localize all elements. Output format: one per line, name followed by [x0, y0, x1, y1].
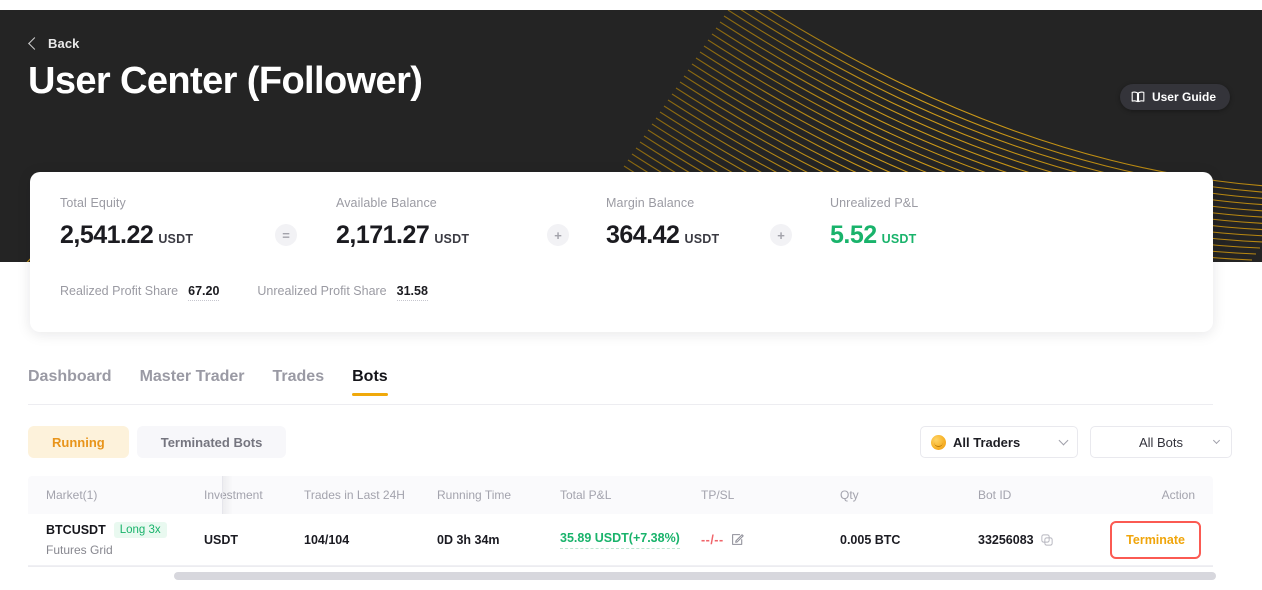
col-header-bot-id: Bot ID [978, 488, 1012, 502]
tab-dashboard[interactable]: Dashboard [28, 368, 112, 385]
market-symbol: BTCUSDT [46, 523, 106, 537]
metric-unit: USDT [684, 232, 720, 246]
metric-value: 364.42 [606, 221, 680, 249]
metric-unit: USDT [434, 232, 470, 246]
metric-available-balance: Available Balance 2,171.27 USDT [336, 196, 469, 250]
user-guide-button[interactable]: User Guide [1119, 84, 1230, 110]
col-header-action: Action [1161, 488, 1195, 502]
horizontal-scrollbar[interactable] [174, 572, 1216, 580]
chevron-down-icon [1212, 436, 1221, 445]
metric-value: 5.52 [830, 221, 877, 249]
cell-action: Terminate [1110, 514, 1201, 565]
cell-bot-id: 33256083 [978, 514, 1053, 565]
all-bots-label: All Bots [1138, 434, 1184, 450]
sticky-column-shadow [223, 476, 233, 514]
chevron-left-icon [28, 37, 41, 50]
col-header-market: Market(1) [46, 488, 98, 502]
unrealized-profit-share-value[interactable]: 31.58 [396, 284, 428, 301]
cell-running-time: 0D 3h 34m [437, 532, 500, 547]
terminate-button[interactable]: Terminate [1126, 532, 1185, 547]
metrics-row: Total Equity 2,541.22 USDT = Available B… [30, 196, 1213, 266]
profit-share-row: Realized Profit Share 67.20 Unrealized P… [60, 284, 428, 301]
filter-pill-terminated-bots[interactable]: Terminated Bots [136, 426, 287, 458]
operator-plus-2: + [770, 224, 792, 246]
metric-label: Unrealized P&L [830, 196, 919, 210]
bot-id-value: 33256083 [978, 532, 1034, 547]
bot-status-filter-group: Running Terminated Bots [28, 426, 287, 458]
position-badge: Long 3x [113, 522, 167, 538]
cell-tpsl: --/-- [701, 514, 744, 565]
realized-profit-share-label: Realized Profit Share [60, 284, 179, 298]
all-traders-select[interactable]: All Traders [920, 426, 1078, 458]
cell-investment: USDT [204, 532, 239, 547]
table-row[interactable]: BTCUSDT Long 3x Futures Grid USDT 104/10… [28, 514, 1213, 566]
filter-selects-group: All Traders All Bots [920, 426, 1232, 458]
equity-summary-card: Total Equity 2,541.22 USDT = Available B… [30, 172, 1213, 332]
metric-value: 2,541.22 [60, 221, 154, 249]
metric-unit: USDT [158, 232, 194, 246]
user-guide-label: User Guide [1151, 90, 1216, 104]
table-bottom-divider [28, 566, 1213, 567]
back-label: Back [48, 36, 80, 51]
main-tabs: Dashboard Master Trader Trades Bots [28, 368, 388, 396]
edit-pencil-icon[interactable] [731, 533, 744, 546]
cell-trades-24h: 104/104 [304, 532, 350, 547]
bot-type-label: Futures Grid [46, 543, 113, 557]
col-header-total-pnl: Total P&L [560, 488, 612, 502]
tabs-divider [28, 404, 1213, 405]
col-header-running-time: Running Time [437, 488, 512, 502]
metric-unit: USDT [881, 232, 917, 246]
avatar-icon [931, 434, 946, 450]
metric-unrealized-pnl: Unrealized P&L 5.52 USDT [830, 196, 918, 250]
realized-profit-share-value[interactable]: 67.20 [188, 284, 220, 301]
book-icon [1131, 91, 1145, 103]
back-button[interactable]: Back [28, 36, 80, 51]
total-pnl-value[interactable]: 35.89 USDT(+7.38%) [560, 531, 680, 549]
cell-total-pnl: 35.89 USDT(+7.38%) [560, 514, 680, 565]
metric-total-equity: Total Equity 2,541.22 USDT [60, 196, 193, 250]
cell-market: BTCUSDT Long 3x Futures Grid [46, 514, 167, 565]
all-traders-label: All Traders [953, 434, 1021, 450]
copy-icon[interactable] [1041, 533, 1053, 546]
metric-label: Margin Balance [606, 196, 695, 210]
metric-value: 2,171.27 [336, 221, 430, 249]
operator-equals: = [275, 224, 297, 246]
tab-trades[interactable]: Trades [272, 368, 325, 385]
metric-label: Available Balance [336, 196, 437, 210]
col-header-investment: Investment [204, 488, 263, 502]
metric-label: Total Equity [60, 196, 126, 210]
tpsl-value: --/-- [701, 532, 724, 547]
all-bots-select[interactable]: All Bots [1090, 426, 1232, 458]
col-header-trades-24h: Trades in Last 24H [304, 488, 405, 502]
operator-plus-1: + [547, 224, 569, 246]
filter-pill-running[interactable]: Running [28, 426, 129, 458]
bots-table: Market(1) Investment Trades in Last 24H … [28, 476, 1213, 566]
tab-bots[interactable]: Bots [352, 368, 388, 396]
col-header-tpsl: TP/SL [701, 488, 735, 502]
chevron-down-icon [1058, 435, 1069, 446]
col-header-qty: Qty [840, 488, 859, 502]
metric-margin-balance: Margin Balance 364.42 USDT [606, 196, 719, 250]
tab-master-trader[interactable]: Master Trader [139, 368, 245, 385]
cell-qty: 0.005 BTC [840, 532, 901, 547]
terminate-highlight-box: Terminate [1110, 520, 1201, 559]
sticky-column-divider [222, 476, 223, 514]
page-title: User Center (Follower) [28, 60, 423, 102]
unrealized-profit-share-label: Unrealized Profit Share [257, 284, 387, 298]
table-header-row: Market(1) Investment Trades in Last 24H … [28, 476, 1213, 514]
